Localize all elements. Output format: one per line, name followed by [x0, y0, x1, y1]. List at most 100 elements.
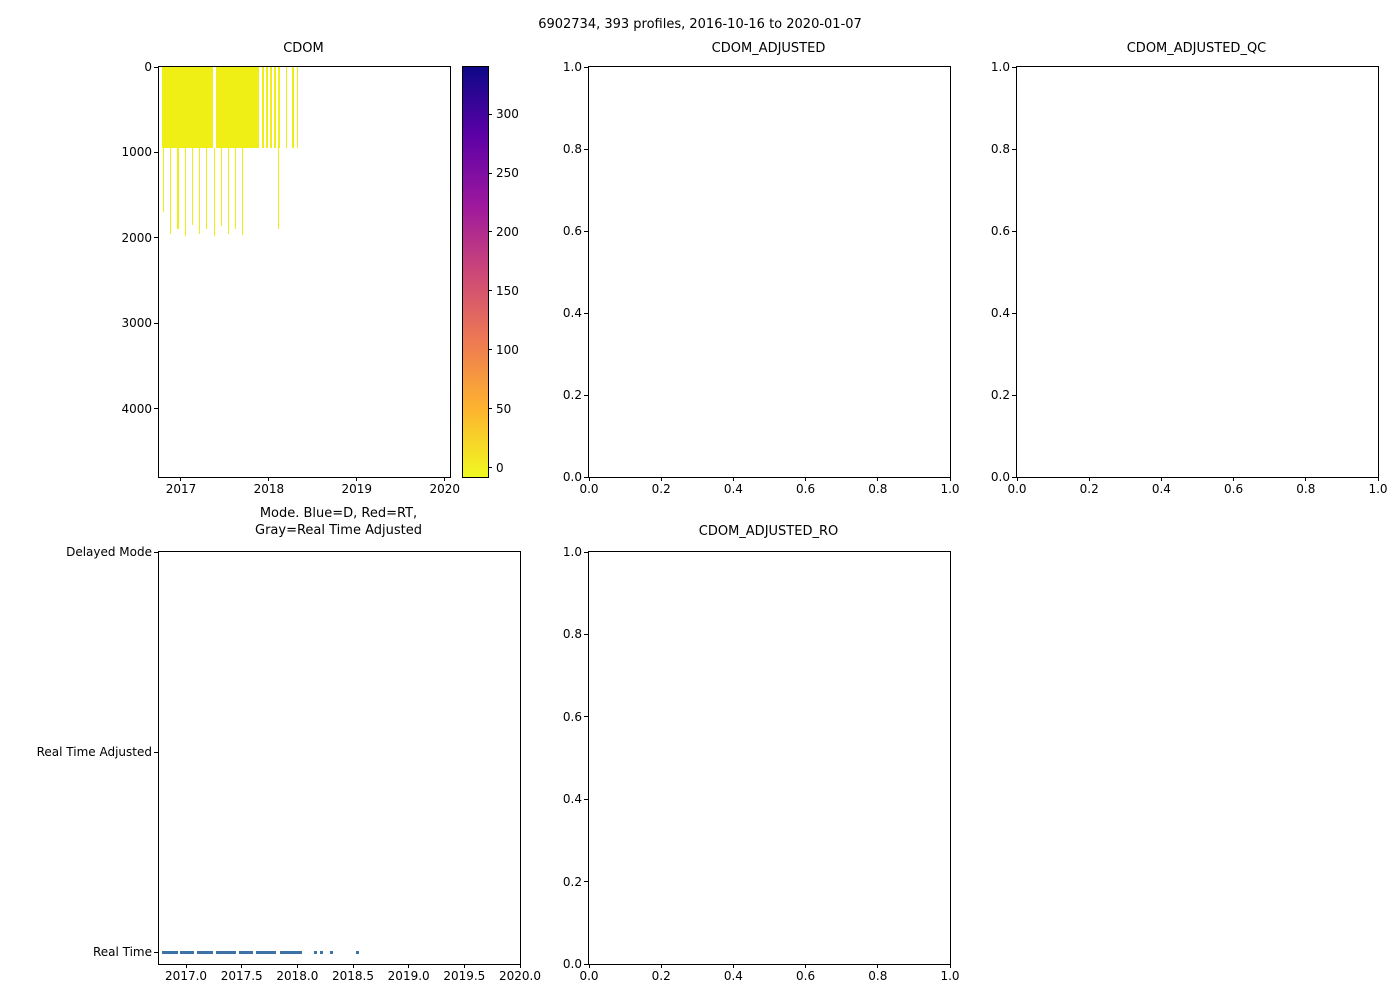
heatmap-strip	[278, 67, 280, 149]
cdom-adjusted-panel: 0.0 0.2 0.4 0.6 0.8 1.0 0.0 0.2 0.4 0.6 0.8 1.0	[563, 60, 960, 496]
y-tick-label: 1.0	[990, 60, 1010, 74]
y-tick-mark	[154, 408, 158, 410]
y-tick-label: 0.4	[562, 306, 582, 320]
colorbar-tick-label: 150	[496, 283, 519, 298]
x-tick-mark	[185, 964, 187, 968]
y-tick-label: Real Time Adjusted	[36, 745, 152, 759]
heatmap-strip	[278, 148, 280, 230]
y-tick-label: Real Time	[92, 945, 152, 959]
panel-title-cdom-adjusted-qc: CDOM_ADJUSTED_QC	[1126, 41, 1267, 56]
heatmap-strip	[274, 67, 276, 149]
heatmap-strip	[241, 148, 243, 236]
y-tick-mark	[154, 151, 158, 153]
x-tick-mark	[1377, 477, 1379, 481]
mode-segment	[239, 950, 253, 954]
x-tick-mark	[805, 477, 807, 481]
heatmap-strip	[220, 148, 223, 226]
y-tick-mark	[584, 476, 588, 478]
y-tick-mark	[584, 66, 588, 68]
panel-title-cdom: CDOM	[283, 41, 324, 56]
x-tick-mark	[356, 477, 358, 481]
y-tick-mark	[584, 148, 588, 150]
y-tick-label: 2000	[121, 230, 152, 245]
colorbar-tick-label: 100	[496, 342, 519, 357]
x-tick-mark	[588, 477, 590, 481]
mode-point	[330, 950, 334, 954]
mode-segment	[161, 950, 179, 954]
heatmap-strip	[216, 67, 260, 149]
x-tick-mark	[1305, 477, 1307, 481]
cdom-plot-area	[159, 67, 450, 477]
y-tick-mark	[584, 394, 588, 396]
mode-point	[355, 950, 359, 954]
x-tick-label: 2017.5	[220, 969, 263, 983]
x-tick-mark	[877, 964, 879, 968]
y-tick-label: 0.2	[562, 874, 582, 889]
mode-point	[320, 950, 324, 954]
mode-segment	[279, 950, 302, 954]
x-tick-mark	[588, 964, 590, 968]
x-tick-mark	[1233, 477, 1235, 481]
mode-plot-area	[159, 552, 520, 964]
x-tick-mark	[408, 964, 410, 968]
x-tick-label: 0.2	[651, 969, 671, 983]
y-tick-mark	[1012, 66, 1016, 68]
panel-title-cdom-adjusted-ro: CDOM_ADJUSTED_RO	[698, 524, 839, 539]
y-tick-label: 0.0	[562, 470, 582, 484]
heatmap-strip	[191, 148, 193, 226]
x-tick-label: 2017	[165, 482, 197, 496]
x-tick-label: 0.0	[579, 482, 599, 496]
y-tick-mark	[584, 881, 588, 883]
x-tick-label: 2019	[341, 482, 373, 496]
x-tick-label: 0.8	[868, 969, 888, 983]
y-tick-label: 0.4	[990, 306, 1010, 320]
x-tick-label: 1.0	[940, 969, 960, 983]
cdom-adjusted-qc-plot-area	[1017, 67, 1378, 477]
x-tick-label: 2018	[253, 482, 285, 496]
x-tick-mark	[444, 477, 446, 481]
cdom-colorbar: 0 50 100 150 200 250 300	[462, 66, 519, 478]
y-tick-mark	[584, 230, 588, 232]
panel-title-mode: Mode. Blue=D, Red=RT, Gray=Real Time Adj…	[255, 506, 422, 538]
colorbar-tick-mark	[488, 172, 492, 174]
y-tick-mark	[584, 633, 588, 635]
heatmap-strip	[206, 148, 208, 230]
x-tick-mark	[352, 964, 354, 968]
y-tick-label: 1000	[121, 145, 152, 160]
y-tick-mark	[584, 312, 588, 314]
heatmap-strip	[227, 148, 229, 234]
y-tick-label: 0.0	[990, 470, 1010, 484]
x-tick-label: 2018.0	[276, 969, 319, 983]
heatmap-strip	[285, 67, 288, 149]
heatmap-strip	[270, 67, 272, 149]
heatmap-strip	[296, 67, 299, 149]
x-tick-label: 0.8	[868, 482, 888, 496]
colorbar-tick-mark	[488, 113, 492, 115]
x-tick-label: 0.8	[1296, 482, 1316, 496]
colorbar-tick-label: 250	[496, 166, 519, 181]
x-tick-label: 0.4	[1151, 482, 1171, 496]
heatmap-strip	[291, 67, 294, 149]
x-tick-label: 0.6	[1224, 482, 1244, 496]
colorbar-tick-mark	[488, 408, 492, 410]
x-tick-label: 0.4	[723, 969, 743, 983]
y-tick-mark	[154, 551, 158, 553]
y-tick-label: 4000	[121, 401, 152, 416]
y-tick-label: 0.4	[562, 792, 582, 807]
x-tick-label: 0.4	[723, 482, 743, 496]
mode-segment	[256, 950, 277, 954]
mode-segment	[216, 950, 237, 954]
x-tick-mark	[949, 477, 951, 481]
heatmap-strip	[163, 148, 165, 213]
heatmap-strip	[235, 148, 237, 230]
y-tick-mark	[154, 66, 158, 68]
y-tick-mark	[1012, 230, 1016, 232]
y-tick-mark	[584, 798, 588, 800]
x-tick-mark	[296, 964, 298, 968]
colorbar-tick-mark	[488, 349, 492, 351]
colorbar-tick-label: 0	[496, 460, 504, 475]
heatmap-strip	[177, 148, 179, 230]
y-tick-label: 0.6	[562, 709, 582, 724]
heatmap-strip	[262, 67, 265, 149]
x-tick-label: 0.2	[1079, 482, 1099, 496]
